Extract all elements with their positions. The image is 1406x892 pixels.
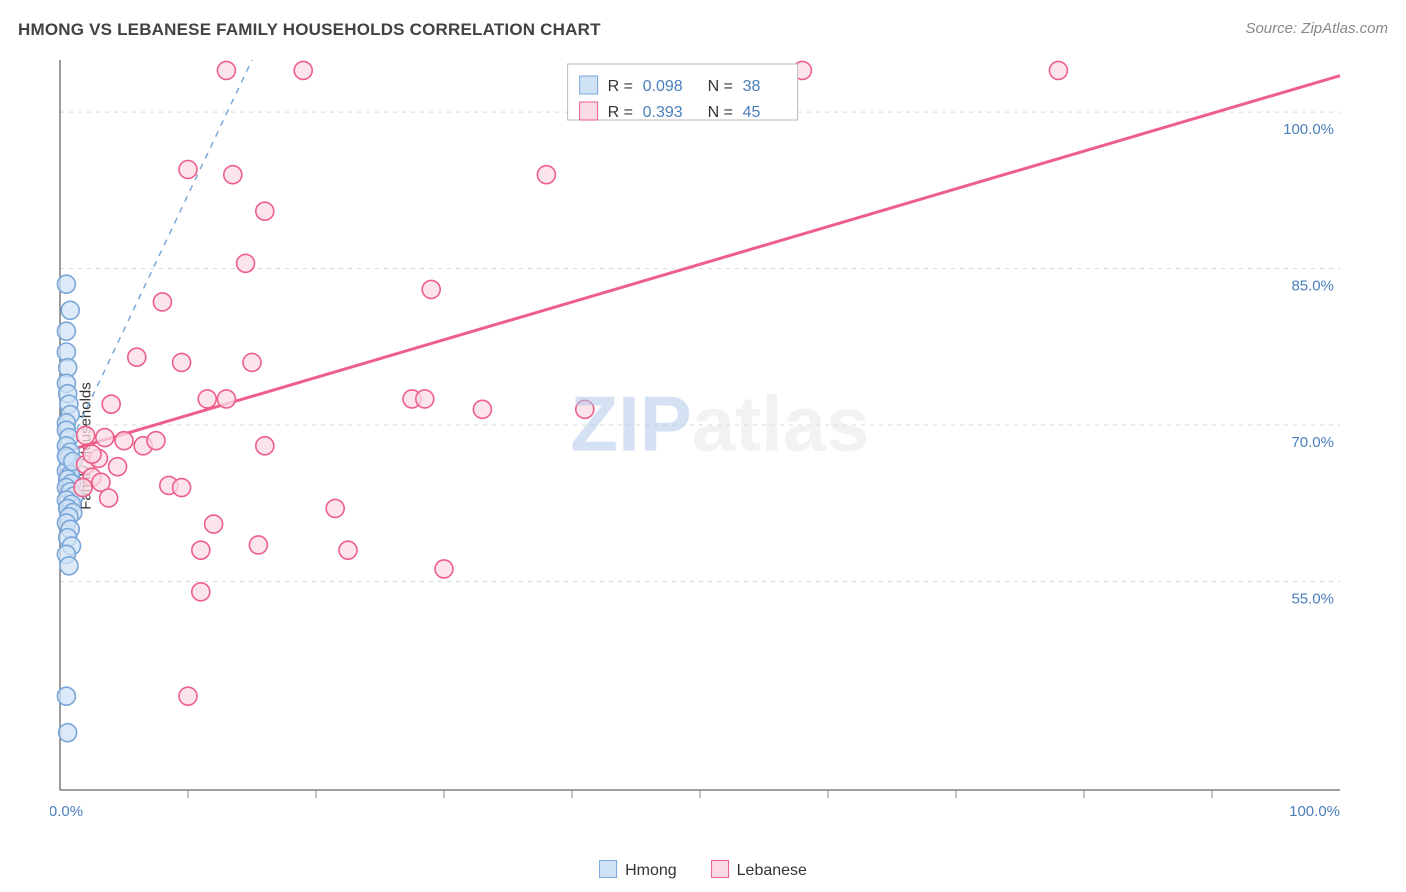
point-lebanese bbox=[115, 432, 133, 450]
legend-n-label: N = bbox=[708, 78, 733, 95]
point-lebanese bbox=[173, 353, 191, 371]
point-lebanese bbox=[192, 541, 210, 559]
point-lebanese bbox=[153, 293, 171, 311]
point-lebanese bbox=[435, 560, 453, 578]
legend-r-label: R = bbox=[608, 78, 633, 95]
point-hmong bbox=[59, 724, 77, 742]
legend-lebanese-label: Lebanese bbox=[737, 862, 807, 879]
point-lebanese bbox=[473, 400, 491, 418]
point-lebanese bbox=[237, 254, 255, 272]
point-lebanese bbox=[96, 429, 114, 447]
legend-swatch-hmong bbox=[580, 76, 598, 94]
legend-lebanese-swatch bbox=[711, 860, 729, 878]
point-lebanese bbox=[256, 202, 274, 220]
point-lebanese bbox=[576, 400, 594, 418]
chart-title: HMONG VS LEBANESE FAMILY HOUSEHOLDS CORR… bbox=[18, 20, 601, 40]
point-hmong bbox=[57, 322, 75, 340]
legend-r-value: 0.098 bbox=[643, 78, 683, 95]
point-lebanese bbox=[100, 489, 118, 507]
legend-r-label: R = bbox=[608, 104, 633, 121]
source-attribution: Source: ZipAtlas.com bbox=[1245, 20, 1388, 37]
point-lebanese bbox=[339, 541, 357, 559]
legend-n-value: 38 bbox=[743, 78, 761, 95]
legend-hmong: Hmong bbox=[599, 860, 677, 880]
point-hmong bbox=[57, 687, 75, 705]
trend-line-lebanese bbox=[66, 76, 1340, 451]
point-lebanese bbox=[128, 348, 146, 366]
x-start-label: 0.0% bbox=[50, 803, 83, 820]
point-lebanese bbox=[205, 515, 223, 533]
y-tick-label: 85.0% bbox=[1291, 278, 1334, 295]
point-lebanese bbox=[77, 426, 95, 444]
point-lebanese bbox=[109, 458, 127, 476]
point-lebanese bbox=[198, 390, 216, 408]
point-lebanese bbox=[102, 395, 120, 413]
point-hmong bbox=[57, 275, 75, 293]
point-hmong bbox=[60, 557, 78, 575]
point-lebanese bbox=[217, 390, 235, 408]
point-lebanese bbox=[326, 499, 344, 517]
legend-n-value: 45 bbox=[743, 104, 761, 121]
point-lebanese bbox=[243, 353, 261, 371]
point-lebanese bbox=[1049, 61, 1067, 79]
point-lebanese bbox=[217, 61, 235, 79]
legend-lebanese: Lebanese bbox=[711, 860, 807, 880]
legend-hmong-label: Hmong bbox=[625, 862, 677, 879]
point-lebanese bbox=[224, 166, 242, 184]
point-lebanese bbox=[179, 687, 197, 705]
x-end-label: 100.0% bbox=[1289, 803, 1340, 820]
legend-hmong-swatch bbox=[599, 860, 617, 878]
legend-bottom: Hmong Lebanese bbox=[599, 860, 807, 880]
point-lebanese bbox=[83, 445, 101, 463]
point-hmong bbox=[61, 301, 79, 319]
point-lebanese bbox=[147, 432, 165, 450]
plot-svg: 55.0% 70.0% 85.0% 100.0% 0.0% 100.0% R = 0.098 N… bbox=[50, 50, 1390, 830]
y-tick-label: 55.0% bbox=[1291, 590, 1334, 607]
point-lebanese bbox=[74, 479, 92, 497]
legend-n-label: N = bbox=[708, 104, 733, 121]
point-lebanese bbox=[192, 583, 210, 601]
scatter-plot: ZIPatlas 55.0%70.0%85.0%100.0%0.0%100.0%… bbox=[50, 50, 1390, 830]
point-lebanese bbox=[256, 437, 274, 455]
point-lebanese bbox=[537, 166, 555, 184]
legend-r-value: 0.393 bbox=[643, 104, 683, 121]
point-lebanese bbox=[294, 61, 312, 79]
y-tick-label: 70.0% bbox=[1291, 434, 1334, 451]
legend-swatch-lebanese bbox=[580, 102, 598, 120]
point-lebanese bbox=[422, 280, 440, 298]
point-lebanese bbox=[173, 479, 191, 497]
point-lebanese bbox=[179, 161, 197, 179]
point-lebanese bbox=[416, 390, 434, 408]
y-tick-label: 100.0% bbox=[1283, 121, 1334, 138]
point-lebanese bbox=[249, 536, 267, 554]
